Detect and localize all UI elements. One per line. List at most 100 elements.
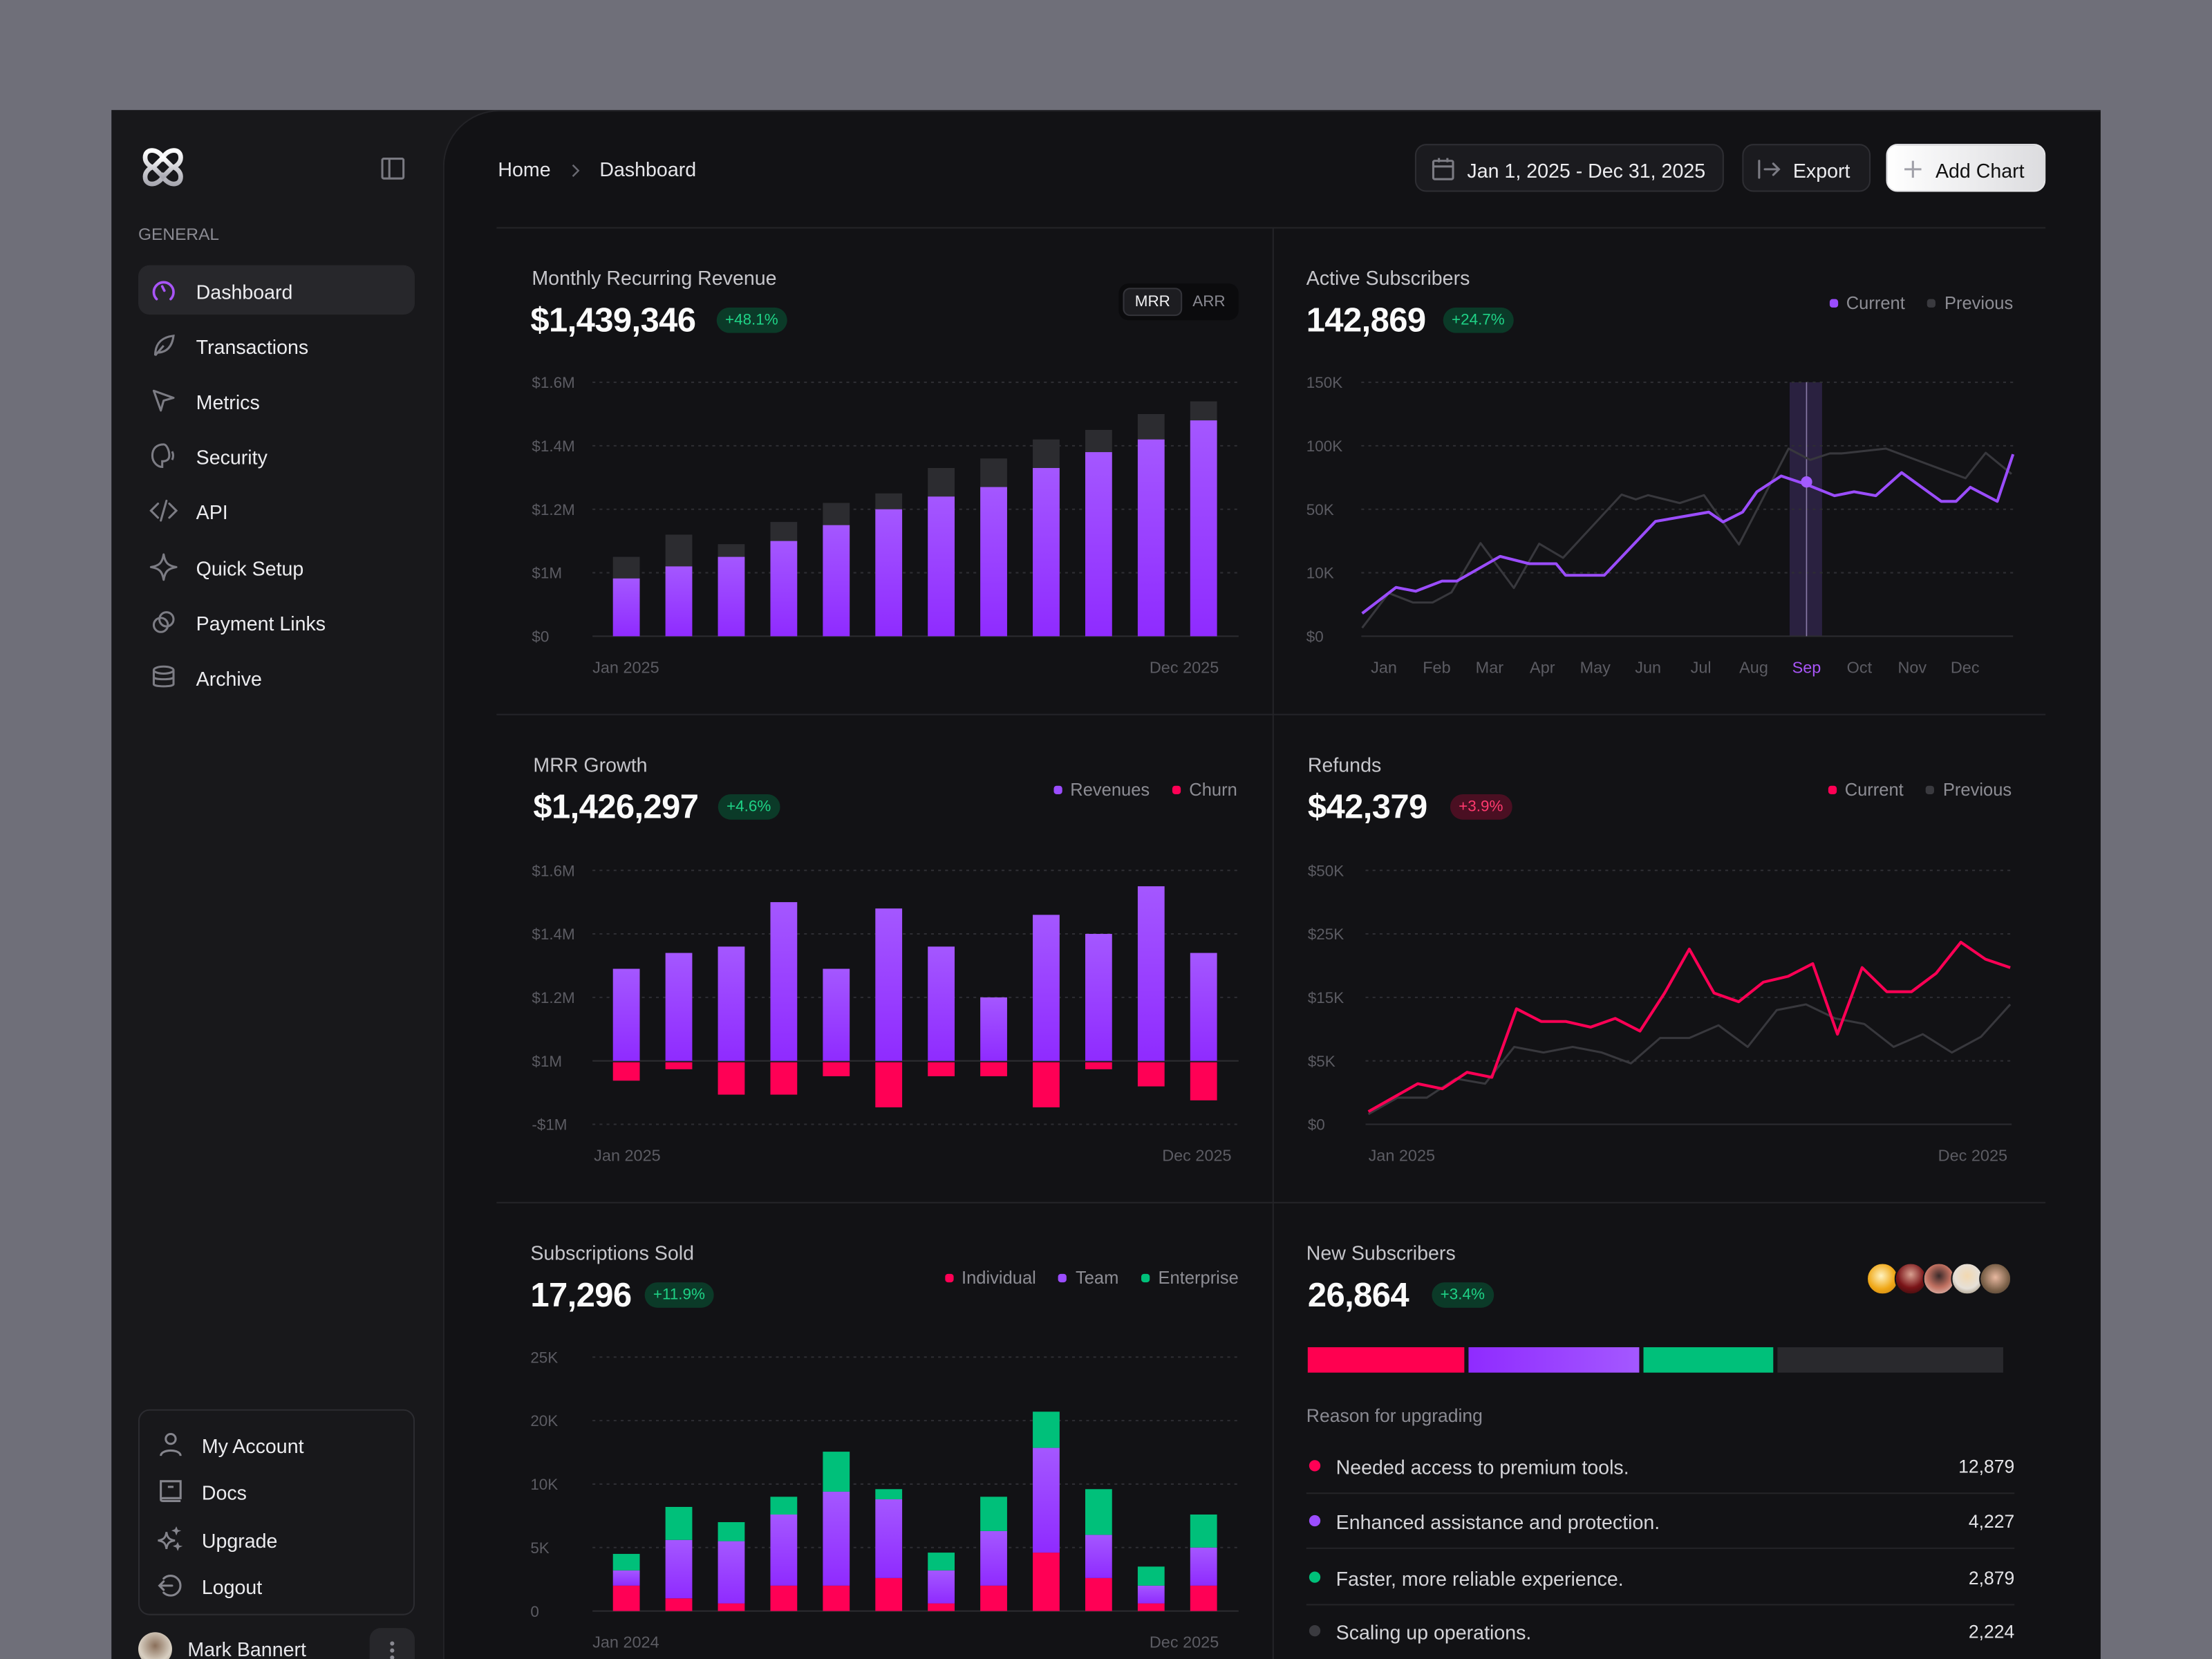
- sidebar-item-payment-links[interactable]: Payment Links: [138, 597, 415, 646]
- sidebar-item-dashboard[interactable]: Dashboard: [138, 265, 415, 315]
- gauge-icon: [149, 276, 178, 305]
- date-range-label: Jan 1, 2025 - Dec 31, 2025: [1467, 159, 1706, 182]
- divider: [1272, 227, 1274, 1659]
- divider: [1306, 1547, 2015, 1549]
- legend-item: Previous: [1927, 293, 2013, 313]
- menu-item-label: Docs: [201, 1481, 247, 1504]
- add-chart-button[interactable]: Add Chart: [1886, 144, 2046, 192]
- sidebar-item-label: Transactions: [196, 335, 309, 359]
- reason-count: 4,227: [1968, 1510, 2015, 1533]
- list-item: Scaling up operations. 2,224: [1306, 1617, 2014, 1645]
- export-button[interactable]: Export: [1742, 144, 1871, 192]
- card-title: Refunds: [1307, 753, 1382, 776]
- reason-text: Scaling up operations.: [1335, 1620, 1532, 1644]
- account-menu: My Account Docs Upgrade Logout: [138, 1409, 415, 1615]
- legend-item: Team: [1058, 1268, 1118, 1288]
- logo-icon[interactable]: [140, 144, 186, 190]
- shield-icon: [149, 442, 178, 470]
- status-dot: [1309, 1571, 1321, 1583]
- date-range-picker[interactable]: Jan 1, 2025 - Dec 31, 2025: [1414, 144, 1724, 192]
- legend-item: Individual: [944, 1268, 1036, 1288]
- status-dot: [1309, 1460, 1321, 1472]
- collapse-sidebar-icon[interactable]: [381, 157, 405, 181]
- legend-item: Current: [1829, 293, 1905, 313]
- menu-item-logout[interactable]: Logout: [153, 1566, 402, 1605]
- user-more-button[interactable]: [369, 1628, 415, 1659]
- export-label: Export: [1792, 159, 1850, 182]
- reason-label: Reason for upgrading: [1306, 1405, 1483, 1427]
- breadcrumb-home[interactable]: Home: [498, 158, 551, 181]
- card-value: 142,869: [1306, 301, 1426, 340]
- sidebar-item-label: Dashboard: [196, 281, 293, 303]
- sidebar-item-metrics[interactable]: Metrics: [138, 375, 415, 424]
- sparkles-icon: [157, 1525, 185, 1553]
- cursor-icon: [149, 386, 178, 415]
- menu-item-docs[interactable]: Docs: [153, 1472, 402, 1511]
- change-badge: +4.6%: [718, 794, 780, 820]
- reason-text: Enhanced assistance and protection.: [1335, 1510, 1660, 1534]
- menu-item-my-account[interactable]: My Account: [153, 1425, 402, 1464]
- card-value: 17,296: [530, 1276, 632, 1315]
- sidebar-item-quick-setup[interactable]: Quick Setup: [138, 542, 415, 591]
- mrr-arr-toggle: MRR ARR: [1118, 283, 1239, 321]
- sidebar-item-api[interactable]: API: [138, 485, 415, 534]
- card-title: MRR Growth: [533, 753, 648, 776]
- more-vertical-icon: [389, 1639, 395, 1659]
- sidebar-item-security[interactable]: Security: [138, 430, 415, 479]
- divider: [496, 227, 2046, 229]
- status-dot: [1309, 1625, 1321, 1637]
- sidebar-item-label: Security: [196, 445, 268, 469]
- legend-item: Revenues: [1053, 780, 1150, 800]
- segment-reliability: [1644, 1347, 1773, 1373]
- list-item: Enhanced assistance and protection. 4,227: [1306, 1507, 2014, 1535]
- legend: Current Previous: [1828, 780, 2012, 800]
- change-badge: +11.9%: [644, 1282, 714, 1308]
- menu-item-label: My Account: [201, 1434, 304, 1458]
- toggle-mrr[interactable]: MRR: [1123, 288, 1183, 317]
- breadcrumb-current: Dashboard: [599, 158, 697, 181]
- leaf-icon: [149, 332, 178, 360]
- main-panel: [442, 110, 2101, 1659]
- divider: [1306, 1492, 2015, 1494]
- card-value: 26,864: [1307, 1276, 1409, 1315]
- segment-premium-tools: [1307, 1347, 1465, 1373]
- avatar[interactable]: [138, 1632, 172, 1659]
- legend-item: Churn: [1172, 780, 1237, 800]
- card-title: New Subscribers: [1306, 1241, 1456, 1264]
- sidebar-item-archive[interactable]: Archive: [138, 652, 415, 701]
- reason-count: 2,224: [1968, 1620, 2015, 1642]
- reason-text: Faster, more reliable experience.: [1335, 1567, 1624, 1590]
- change-badge: +48.1%: [716, 307, 787, 333]
- divider: [496, 713, 2046, 715]
- calendar-icon: [1430, 157, 1456, 182]
- sidebar-item-label: Quick Setup: [196, 557, 304, 580]
- sidebar-item-transactions[interactable]: Transactions: [138, 320, 415, 369]
- sidebar-item-label: Archive: [196, 667, 262, 690]
- change-badge: +24.7%: [1443, 307, 1514, 333]
- menu-item-label: Upgrade: [201, 1529, 278, 1552]
- legend-item: Current: [1828, 780, 1904, 800]
- avatar[interactable]: [1951, 1262, 1984, 1295]
- avatar[interactable]: [1979, 1262, 2012, 1295]
- database-icon: [149, 663, 178, 691]
- divider: [1306, 1604, 2015, 1606]
- plus-icon: [1900, 157, 1926, 182]
- export-icon: [1756, 157, 1782, 182]
- toggle-arr[interactable]: ARR: [1192, 293, 1226, 310]
- change-badge: +3.4%: [1432, 1282, 1494, 1308]
- user-icon: [157, 1430, 185, 1459]
- menu-item-upgrade[interactable]: Upgrade: [153, 1519, 402, 1559]
- legend: Revenues Churn: [1053, 780, 1237, 800]
- code-icon: [149, 496, 178, 525]
- sparkle-icon: [149, 553, 178, 581]
- add-chart-label: Add Chart: [1935, 159, 2025, 182]
- card-value: $1,426,297: [533, 788, 699, 827]
- logout-icon: [157, 1571, 185, 1600]
- legend-item: Enterprise: [1141, 1268, 1239, 1288]
- menu-item-label: Logout: [201, 1575, 263, 1599]
- card-value: $1,439,346: [530, 301, 696, 340]
- link-icon: [149, 608, 178, 637]
- list-item: Faster, more reliable experience. 2,879: [1306, 1563, 2014, 1591]
- segment-bar: [1307, 1347, 2016, 1373]
- reason-count: 12,879: [1958, 1456, 2015, 1477]
